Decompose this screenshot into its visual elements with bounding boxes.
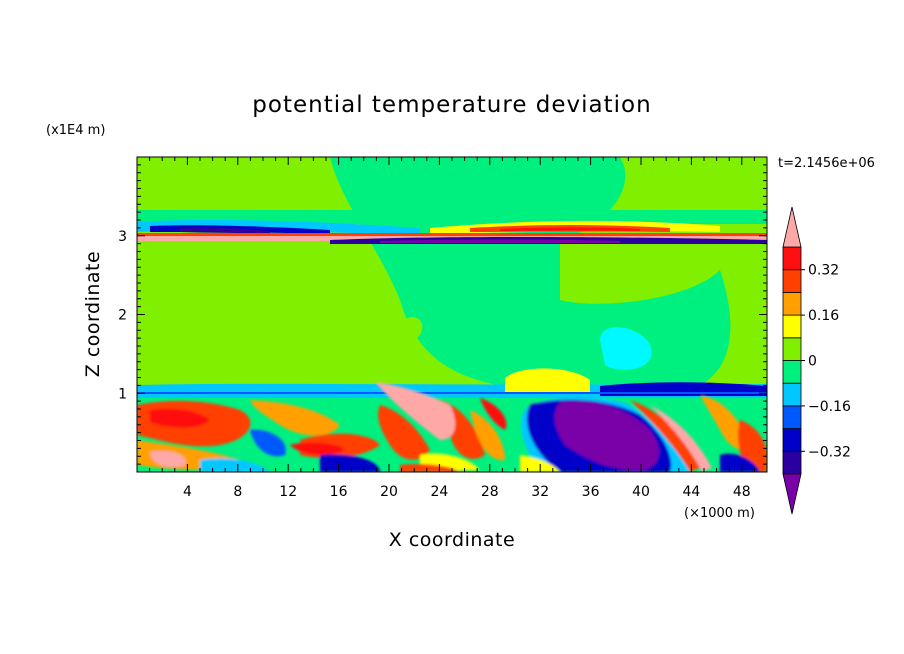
colorbar: 0.32 0.16 0 −0.16 −0.32 bbox=[782, 206, 851, 515]
x-tick-label: 20 bbox=[380, 484, 398, 500]
colorbar-swatch bbox=[782, 405, 802, 429]
colorbar-max-extension bbox=[782, 206, 802, 248]
y-tick-label: 2 bbox=[118, 308, 127, 324]
x-tick-label: 32 bbox=[531, 484, 549, 500]
colorbar-swatch bbox=[782, 291, 802, 316]
x-tick-label: 36 bbox=[582, 484, 600, 500]
x-tick-label: 16 bbox=[330, 484, 348, 500]
x-axis-label: X coordinate bbox=[389, 529, 515, 551]
chart-title: potential temperature deviation bbox=[252, 92, 651, 118]
contour-field bbox=[137, 157, 767, 472]
colorbar-swatch bbox=[782, 314, 802, 339]
x-unit-label: (×1000 m) bbox=[684, 506, 755, 521]
x-tick-label: 44 bbox=[682, 484, 700, 500]
y-unit-label: (x1E4 m) bbox=[46, 123, 105, 138]
colorbar-tick-label: −0.32 bbox=[808, 444, 851, 460]
x-tick-label: 48 bbox=[733, 484, 751, 500]
colorbar-swatch bbox=[782, 450, 802, 475]
colorbar-tick-label: −0.16 bbox=[808, 399, 851, 415]
colorbar-swatch bbox=[782, 337, 802, 361]
colorbar-swatch bbox=[782, 360, 802, 384]
colorbar-swatch bbox=[782, 246, 802, 271]
y-tick-label: 1 bbox=[118, 386, 127, 402]
colorbar-tick-label: 0 bbox=[808, 354, 817, 370]
colorbar-swatch bbox=[782, 269, 802, 293]
colorbar-swatch bbox=[782, 382, 802, 407]
x-tick-label: 28 bbox=[481, 484, 499, 500]
x-tick-label: 8 bbox=[233, 484, 242, 500]
x-tick-label: 4 bbox=[183, 484, 192, 500]
colorbar-min-extension bbox=[782, 473, 802, 515]
y-tick-label: 3 bbox=[118, 229, 127, 245]
colorbar-swatch bbox=[782, 428, 802, 452]
colorbar-tick-label: 0.32 bbox=[808, 263, 839, 279]
time-label: t=2.1456e+06 bbox=[778, 156, 875, 171]
y-axis-label: Z coordinate bbox=[82, 251, 104, 377]
x-tick-label: 12 bbox=[279, 484, 297, 500]
x-tick-label: 40 bbox=[632, 484, 650, 500]
colorbar-tick-label: 0.16 bbox=[808, 308, 839, 324]
x-axis: 4 8 12 16 20 24 28 32 36 40 44 48 bbox=[149, 157, 755, 500]
y-axis: 1 2 3 bbox=[118, 164, 767, 465]
x-tick-label: 24 bbox=[430, 484, 448, 500]
